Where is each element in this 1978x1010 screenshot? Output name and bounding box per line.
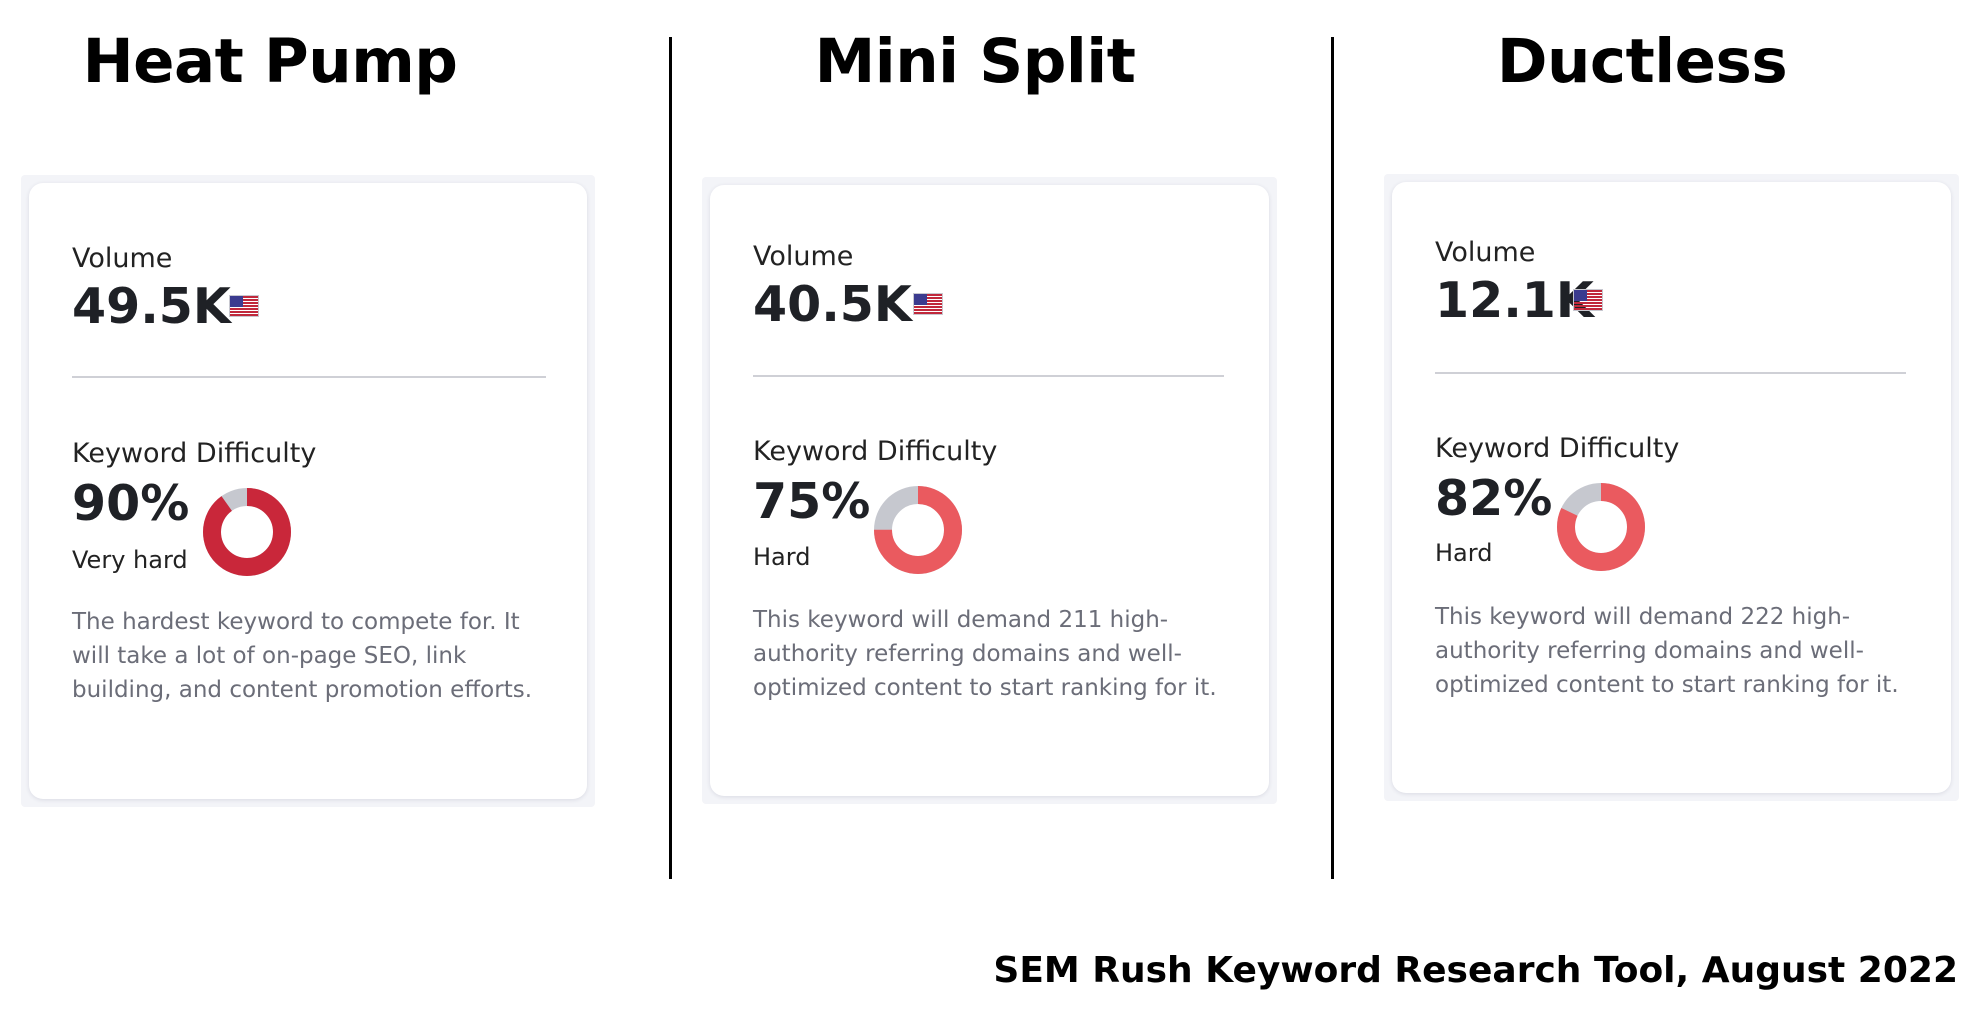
donut-value-arc <box>203 488 291 576</box>
card-divider <box>72 376 546 378</box>
keyword-difficulty-donut <box>874 486 962 574</box>
volume-value: 49.5K <box>72 278 231 335</box>
volume-label: Volume <box>753 241 854 272</box>
volume-value: 12.1K <box>1435 272 1594 329</box>
keyword-difficulty-description: This keyword will demand 222 high-author… <box>1435 604 1899 698</box>
source-caption: SEM Rush Keyword Research Tool, August 2… <box>993 950 1958 991</box>
keyword-difficulty-label: Keyword Difficulty <box>753 436 998 467</box>
keyword-difficulty-description: This keyword will demand 211 high-author… <box>753 607 1217 701</box>
card-divider <box>1435 372 1906 374</box>
keyword-difficulty-rating: Hard <box>1435 539 1493 567</box>
column-divider-right <box>1331 37 1334 879</box>
column-title-ductless: Ductless <box>1496 26 1788 97</box>
keyword-difficulty-percent: 82% <box>1435 470 1553 527</box>
keyword-difficulty-rating: Very hard <box>72 546 188 574</box>
keyword-card-frame-mini-split: Volume 40.5K Keyword Difficulty 75% Hard… <box>702 177 1277 804</box>
column-title-mini-split: Mini Split <box>814 26 1136 97</box>
keyword-difficulty-label: Keyword Difficulty <box>1435 433 1680 464</box>
volume-value: 40.5K <box>753 276 912 333</box>
volume-label: Volume <box>72 243 173 274</box>
keyword-difficulty-rating: Hard <box>753 543 811 571</box>
keyword-difficulty-donut <box>203 488 291 576</box>
card-divider <box>753 375 1224 377</box>
keyword-card-mini-split: Volume 40.5K Keyword Difficulty 75% Hard… <box>710 185 1269 796</box>
keyword-card-ductless: Volume 12.1K Keyword Difficulty 82% Hard… <box>1392 182 1951 793</box>
donut-value-arc <box>874 486 962 574</box>
keyword-card-frame-ductless: Volume 12.1K Keyword Difficulty 82% Hard… <box>1384 174 1959 801</box>
volume-label: Volume <box>1435 237 1536 268</box>
donut-value-arc <box>1557 483 1645 571</box>
keyword-difficulty-donut <box>1557 483 1645 571</box>
keyword-difficulty-description: The hardest keyword to compete for. It w… <box>72 609 532 703</box>
us-flag-icon <box>229 295 259 317</box>
keyword-difficulty-percent: 75% <box>753 473 871 530</box>
keyword-difficulty-percent: 90% <box>72 475 190 532</box>
column-title-heat-pump: Heat Pump <box>82 26 458 97</box>
column-divider-left <box>669 37 672 879</box>
keyword-card-frame-heat-pump: Volume 49.5K Keyword Difficulty 90% Very… <box>21 175 595 807</box>
us-flag-icon <box>913 293 943 315</box>
keyword-card-heat-pump: Volume 49.5K Keyword Difficulty 90% Very… <box>29 183 587 799</box>
keyword-difficulty-label: Keyword Difficulty <box>72 438 317 469</box>
us-flag-icon <box>1573 289 1603 311</box>
